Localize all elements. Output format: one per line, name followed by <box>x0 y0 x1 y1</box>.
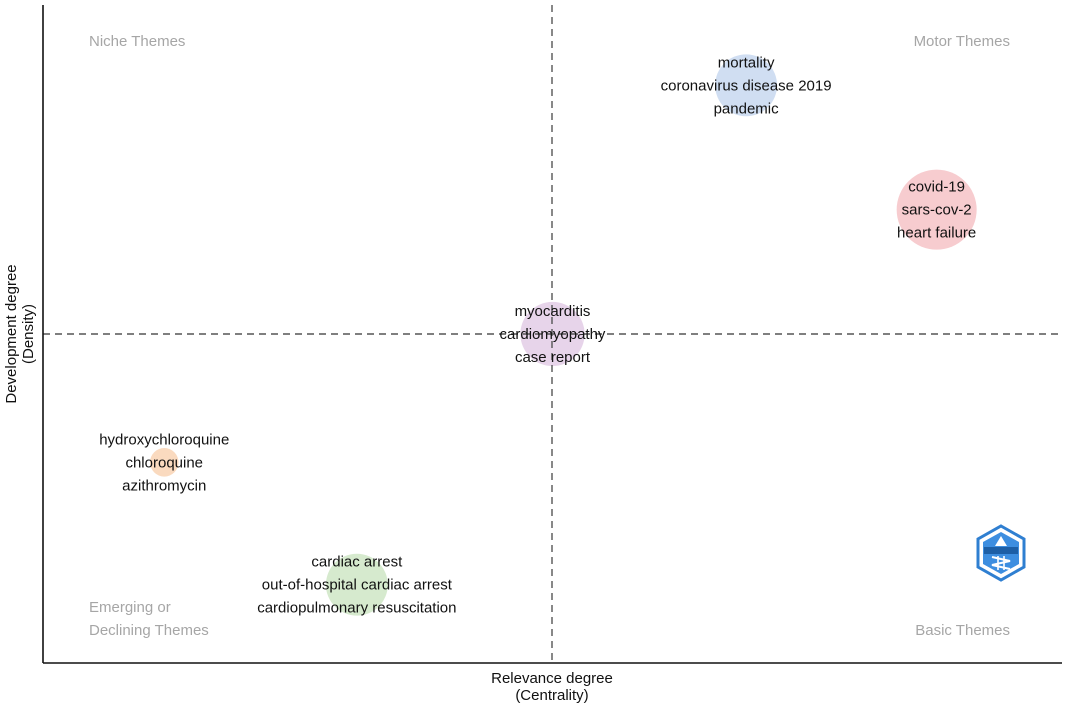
cluster-term-label: hydroxychloroquine <box>99 431 229 448</box>
cluster-term-label: azithromycin <box>122 477 206 494</box>
quadrant-label-bottom-right: Basic Themes <box>915 622 1010 639</box>
cluster-bubble-1 <box>896 169 977 250</box>
cluster-term-label: myocarditis <box>515 303 591 320</box>
cluster-term-label: cardiomyopathy <box>500 326 606 343</box>
quadrant-label-bottom-left: Emerging or <box>89 599 171 616</box>
cluster-term-label: cardiac arrest <box>311 554 403 571</box>
quadrant-label-bottom-left: Declining Themes <box>89 622 209 639</box>
quadrant-label-top-left: Niche Themes <box>89 33 185 50</box>
x-axis-title-line-1: Relevance degree <box>491 670 613 687</box>
cluster-bubble-3 <box>150 448 179 477</box>
y-axis-title: Development degree (Density) <box>3 264 37 403</box>
cluster-term-label: coronavirus disease 2019 <box>661 77 832 94</box>
x-axis-title-line-2: (Centrality) <box>515 687 588 704</box>
cluster-term-label: pandemic <box>714 100 780 117</box>
cluster-term-label: case report <box>515 349 591 366</box>
cluster-term-label: covid-19 <box>908 179 965 196</box>
cluster-bubble-4 <box>325 553 388 616</box>
y-axis-title-line-2: (Density) <box>20 304 37 364</box>
cluster-term-label: out-of-hospital cardiac arrest <box>262 577 453 594</box>
y-axis-title-line-1: Development degree <box>3 264 20 403</box>
cluster-term-label: sars-cov-2 <box>902 202 972 219</box>
cluster-term-label: heart failure <box>897 225 976 242</box>
cluster-term-label: cardiopulmonary resuscitation <box>257 600 456 617</box>
cluster-bubble-0 <box>715 54 778 117</box>
bibliometrix-logo <box>976 524 1026 582</box>
cluster-term-label: mortality <box>718 54 775 71</box>
cluster-term-label: chloroquine <box>125 454 203 471</box>
quadrant-label-top-right: Motor Themes <box>914 33 1010 50</box>
bubbles-layer <box>150 54 977 616</box>
quadrant-labels: Niche Themes Motor Themes Emerging or Decli… <box>89 33 1010 639</box>
cluster-labels-layer: mortality coronavirus disease 2019 pandemi… <box>99 54 976 616</box>
